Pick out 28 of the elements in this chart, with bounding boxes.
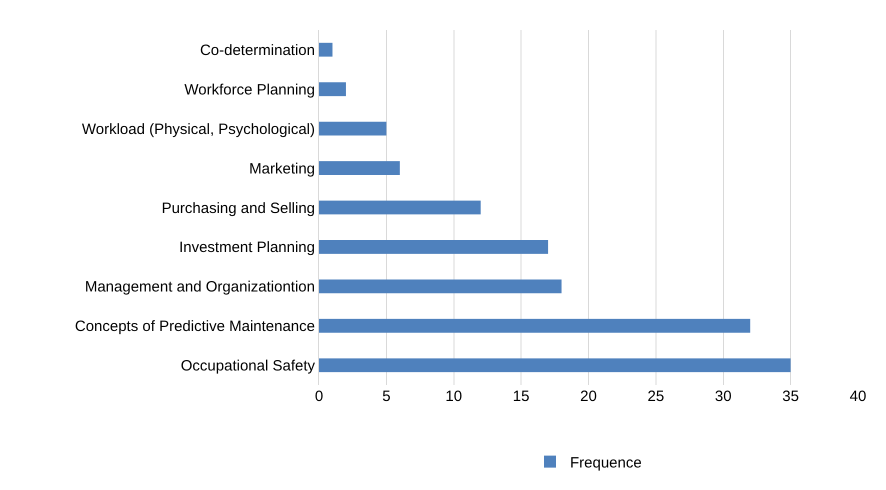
x-tick-label: 0 (314, 388, 324, 405)
y-tick-label: Management and Organizationtion (84, 278, 315, 296)
y-tick-label: Concepts of Predictive Maintenance (74, 318, 315, 336)
bar (319, 279, 562, 294)
x-tick-label: 15 (512, 388, 530, 405)
bar (319, 358, 791, 372)
legend-label: Frequence (570, 454, 642, 472)
bar (319, 122, 386, 136)
y-tick-label: Workforce Planning (184, 81, 315, 98)
y-tick-label: Marketing (249, 160, 315, 178)
x-tick-label: 40 (850, 388, 866, 405)
bar (319, 200, 481, 214)
y-tick-label: Occupational Safety (180, 358, 316, 375)
x-tick-label: 5 (382, 388, 391, 405)
y-tick-label: Co-determination (200, 42, 315, 59)
y-tick-label: Purchasing and Selling (162, 200, 315, 217)
x-tick-label: 35 (782, 388, 799, 405)
bar (319, 42, 332, 57)
bar (319, 82, 346, 96)
y-tick-label: Investment Planning (179, 239, 315, 256)
x-tick-label: 10 (445, 388, 462, 405)
x-tick-label: 25 (648, 388, 664, 405)
bar (319, 161, 400, 175)
x-tick-label: 20 (580, 388, 597, 405)
bar (319, 240, 548, 254)
bar (319, 318, 750, 333)
x-tick-label: 30 (714, 388, 732, 405)
y-tick-label: Workload (Physical, Psychological) (82, 120, 315, 138)
